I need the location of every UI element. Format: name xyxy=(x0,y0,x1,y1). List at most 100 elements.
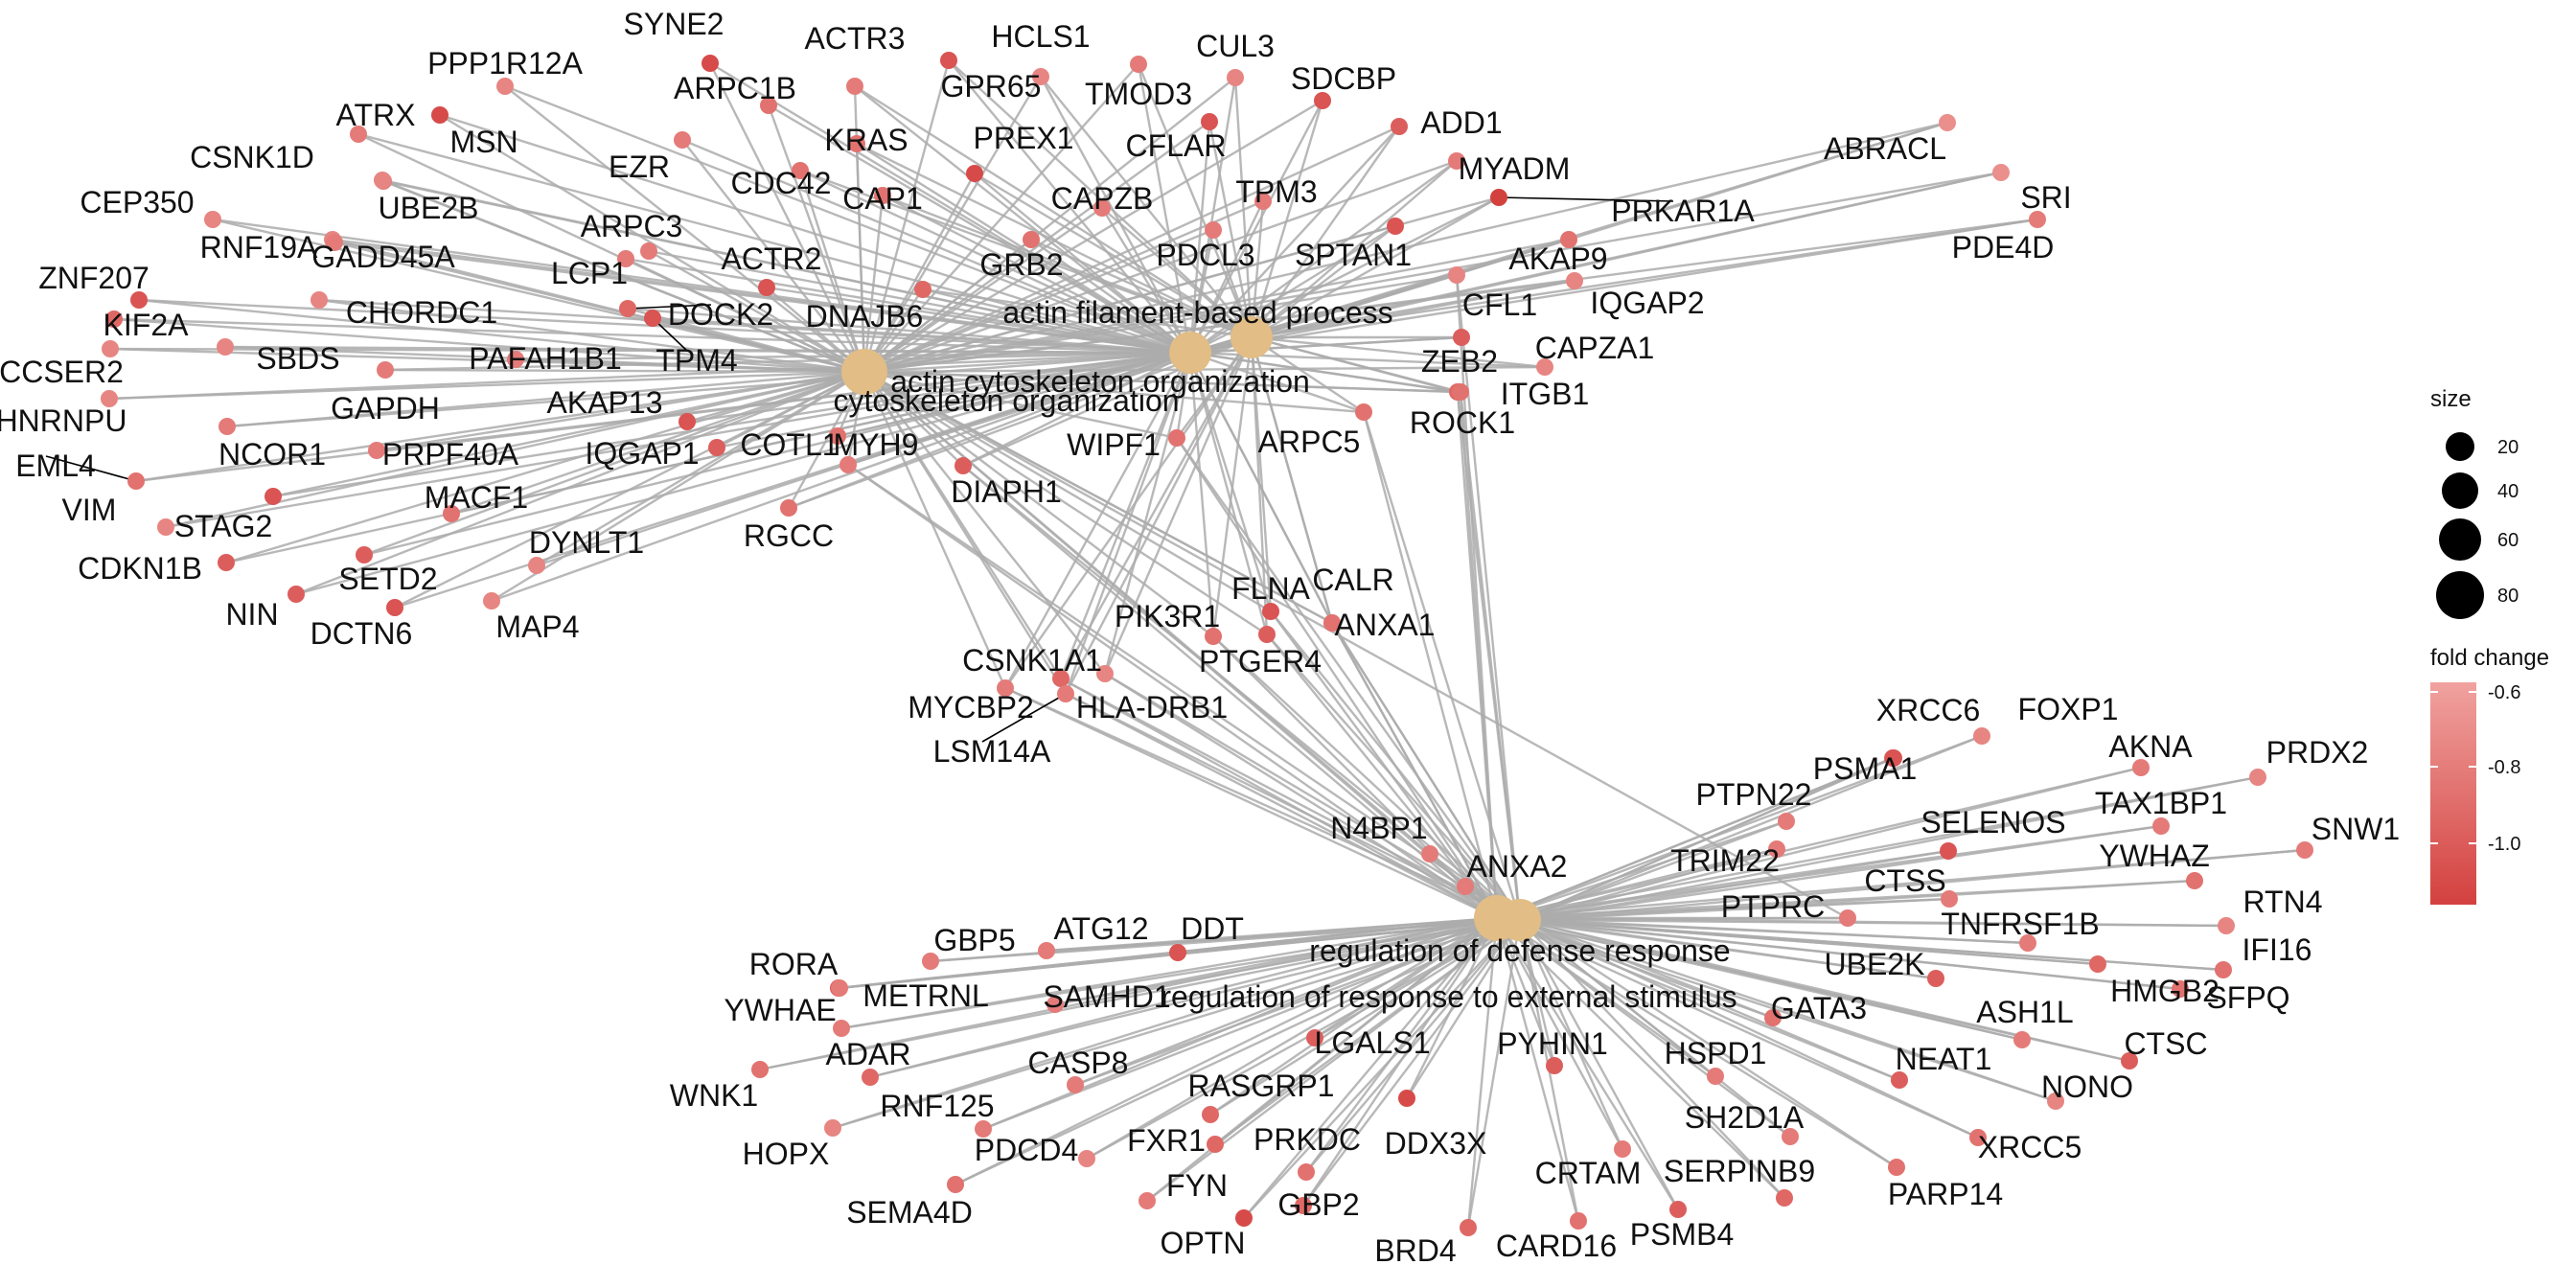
gene-node-gpr65[interactable] xyxy=(940,52,957,69)
gene-node-hcls1[interactable] xyxy=(1032,68,1049,85)
gene-node-pafah1b1[interactable] xyxy=(507,351,524,368)
gene-node-cdc42[interactable] xyxy=(792,162,809,179)
gene-node-ctss[interactable] xyxy=(1941,890,1958,908)
gene-node-wipf1[interactable] xyxy=(1168,429,1185,447)
gene-node-ptger4[interactable] xyxy=(1258,626,1276,643)
gene-node-akap9[interactable] xyxy=(1560,231,1577,248)
gene-node-rtn4[interactable] xyxy=(2218,917,2235,934)
gene-node-actr2[interactable] xyxy=(758,279,775,296)
gene-node-hopx[interactable] xyxy=(824,1119,841,1137)
gene-node-actr3[interactable] xyxy=(846,78,863,95)
gene-node-sh2d1a[interactable] xyxy=(1782,1128,1799,1145)
gene-node-ddx3x[interactable] xyxy=(1398,1090,1415,1107)
gene-node-trim22[interactable] xyxy=(1768,840,1785,858)
gene-node-eml4[interactable] xyxy=(127,472,145,490)
gene-node-diaph1[interactable] xyxy=(954,457,972,474)
gene-node-brd4[interactable] xyxy=(1460,1219,1477,1236)
gene-node-ube2b[interactable] xyxy=(374,172,391,189)
gene-node-cap1[interactable] xyxy=(874,187,891,204)
gene-node-pik3r1[interactable] xyxy=(1205,628,1222,645)
gene-node-dctn6[interactable] xyxy=(386,599,403,616)
gene-node-cdkn1b[interactable] xyxy=(218,554,235,571)
gene-node-prdx2[interactable] xyxy=(2249,769,2266,786)
gene-node-tmod3[interactable] xyxy=(1130,56,1147,73)
gene-node-zeb2[interactable] xyxy=(1453,329,1470,346)
gene-node-prex1[interactable] xyxy=(966,165,983,182)
gene-node-capza1[interactable] xyxy=(1536,358,1553,376)
gene-node-crtam[interactable] xyxy=(1614,1140,1631,1158)
gene-node-setd2[interactable] xyxy=(356,546,373,564)
gene-node-hla-drb1[interactable] xyxy=(1096,665,1114,682)
gene-node-ptprc[interactable] xyxy=(1839,909,1856,927)
gene-node-psmb4[interactable] xyxy=(1669,1201,1687,1218)
gene-node-psma1[interactable] xyxy=(1885,749,1902,767)
gene-node-syne2[interactable] xyxy=(702,55,719,72)
gene-node-map4[interactable] xyxy=(483,592,500,610)
category-node-c2[interactable] xyxy=(1169,332,1211,374)
gene-node-cep350[interactable] xyxy=(204,211,221,228)
category-node-c5[interactable] xyxy=(1499,899,1541,941)
gene-node-n4bp1[interactable] xyxy=(1421,845,1438,862)
gene-node-wnk1[interactable] xyxy=(751,1061,769,1078)
gene-node-nono[interactable] xyxy=(2047,1092,2064,1110)
gene-node-sdcbp[interactable] xyxy=(1314,92,1331,109)
gene-node-ccser2[interactable] xyxy=(102,340,119,357)
gene-node-gbp2[interactable] xyxy=(1295,1197,1312,1214)
gene-node-kif2a[interactable] xyxy=(105,310,123,328)
gene-node-serpinb9[interactable] xyxy=(1776,1189,1793,1207)
gene-node-tax1bp1[interactable] xyxy=(2152,817,2170,835)
gene-node-ifi16[interactable] xyxy=(2215,961,2232,978)
gene-node-snw1[interactable] xyxy=(2296,841,2313,859)
gene-node-hnrnpu[interactable] xyxy=(101,390,118,407)
gene-node-pde4d[interactable] xyxy=(2029,211,2046,228)
gene-node-dnajb6[interactable] xyxy=(914,281,932,298)
gene-node-prkar1a[interactable] xyxy=(1490,189,1507,206)
gene-node-neat1[interactable] xyxy=(1891,1071,1908,1089)
gene-node-kras[interactable] xyxy=(848,135,865,152)
gene-node-ezr[interactable] xyxy=(674,131,691,149)
gene-node-rnf125[interactable] xyxy=(975,1120,992,1138)
gene-node-foxp1[interactable] xyxy=(1973,727,1990,745)
gene-node-grb2[interactable] xyxy=(1023,231,1040,248)
gene-node-arpc3[interactable] xyxy=(640,242,657,260)
gene-node-fxr1[interactable] xyxy=(1207,1136,1224,1153)
gene-node-ash1l[interactable] xyxy=(2013,1031,2031,1048)
gene-node-rock1[interactable] xyxy=(1452,383,1469,401)
gene-node-ywhaz[interactable] xyxy=(2186,872,2203,889)
gene-node-ctsc[interactable] xyxy=(2121,1052,2138,1070)
gene-node-csnk1a1[interactable] xyxy=(997,679,1014,697)
gene-node-abracl[interactable] xyxy=(1939,114,1956,131)
gene-node-parp14[interactable] xyxy=(1888,1159,1905,1176)
gene-node-cfl1[interactable] xyxy=(1448,266,1465,284)
gene-node-gata3[interactable] xyxy=(1764,1009,1782,1026)
gene-node-adar[interactable] xyxy=(862,1069,879,1086)
gene-node-gadd45a[interactable] xyxy=(326,234,343,251)
gene-node-ncor1[interactable] xyxy=(218,418,236,435)
gene-node-dock2[interactable] xyxy=(619,300,636,317)
gene-node-anxa2[interactable] xyxy=(1457,878,1474,895)
gene-node-msn[interactable] xyxy=(431,106,448,124)
gene-node-pdcd4[interactable] xyxy=(1078,1150,1095,1167)
gene-node-lgals1[interactable] xyxy=(1306,1029,1323,1046)
gene-node-ptpn22[interactable] xyxy=(1778,813,1795,830)
gene-node-atg12[interactable] xyxy=(1038,942,1055,959)
gene-node-prpf40a[interactable] xyxy=(368,442,385,459)
gene-node-tnfrsf1b[interactable] xyxy=(2019,934,2036,952)
gene-node-add1[interactable] xyxy=(1391,118,1408,135)
gene-node-samhd1[interactable] xyxy=(1046,996,1064,1013)
category-node-c1[interactable] xyxy=(841,349,887,395)
gene-node-optn[interactable] xyxy=(1235,1209,1253,1227)
gene-node-pyhin1[interactable] xyxy=(1546,1057,1563,1074)
gene-node-akap13[interactable] xyxy=(678,413,696,430)
gene-node-arpc5[interactable] xyxy=(1355,403,1372,421)
gene-node-iqgap1[interactable] xyxy=(708,439,725,456)
gene-node-rasgrp1[interactable] xyxy=(1202,1106,1219,1123)
gene-node-dynlt1[interactable] xyxy=(528,557,545,574)
gene-node-metrnl[interactable] xyxy=(831,979,848,997)
gene-node-lsm14a[interactable] xyxy=(1057,685,1074,702)
gene-node-card16[interactable] xyxy=(1570,1212,1587,1230)
gene-node-ywhae[interactable] xyxy=(833,1020,850,1037)
gene-node-akna[interactable] xyxy=(2132,759,2150,776)
gene-node-cflar[interactable] xyxy=(1201,113,1218,130)
gene-node-stag2[interactable] xyxy=(264,488,282,505)
